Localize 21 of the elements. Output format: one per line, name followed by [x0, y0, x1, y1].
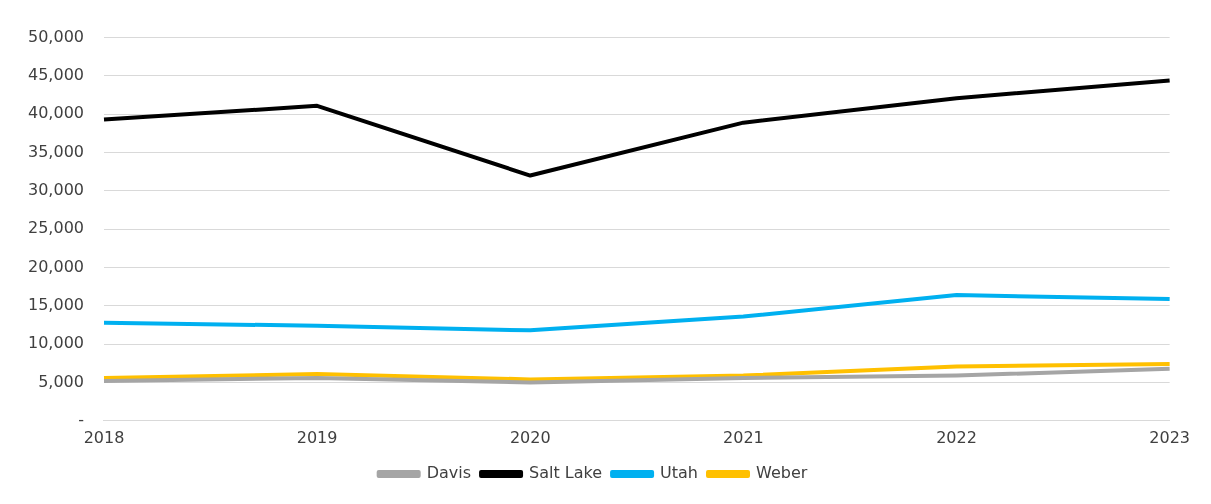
y-tick-label: 35,000 — [28, 141, 84, 161]
x-tick-label: 2019 — [296, 427, 338, 447]
x-tick-label: 2022 — [936, 427, 977, 447]
y-tick-label: 10,000 — [28, 333, 84, 353]
legend-label: Weber — [756, 463, 808, 483]
legend-label: Davis — [426, 463, 472, 483]
y-tick-label: 20,000 — [28, 256, 84, 276]
y-tick-label: 30,000 — [28, 180, 84, 200]
y-tick-label: 40,000 — [28, 103, 84, 123]
y-tick-label: 5,000 — [38, 371, 84, 391]
x-tick-label: 2023 — [1149, 427, 1190, 447]
legend-label: Utah — [660, 463, 699, 483]
legend-label: Salt Lake — [529, 463, 603, 483]
x-tick-label: 2021 — [723, 427, 764, 447]
y-tick-label: 15,000 — [28, 295, 84, 314]
y-tick-label: - — [78, 409, 84, 429]
y-tick-label: 50,000 — [28, 26, 84, 46]
x-tick-label: 2020 — [509, 427, 551, 447]
x-tick-label: 2018 — [83, 427, 125, 447]
y-tick-label: 45,000 — [28, 65, 84, 85]
y-tick-label: 25,000 — [28, 218, 84, 238]
